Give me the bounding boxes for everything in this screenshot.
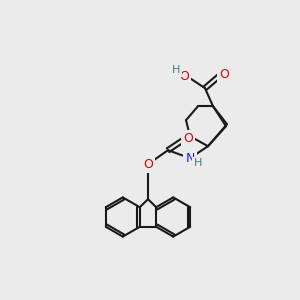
Text: H: H — [172, 65, 180, 75]
Text: O: O — [179, 70, 189, 83]
Text: O: O — [219, 68, 229, 81]
Text: H: H — [194, 158, 202, 168]
Text: N: N — [185, 152, 195, 165]
Text: O: O — [143, 158, 153, 171]
Text: O: O — [183, 132, 193, 145]
